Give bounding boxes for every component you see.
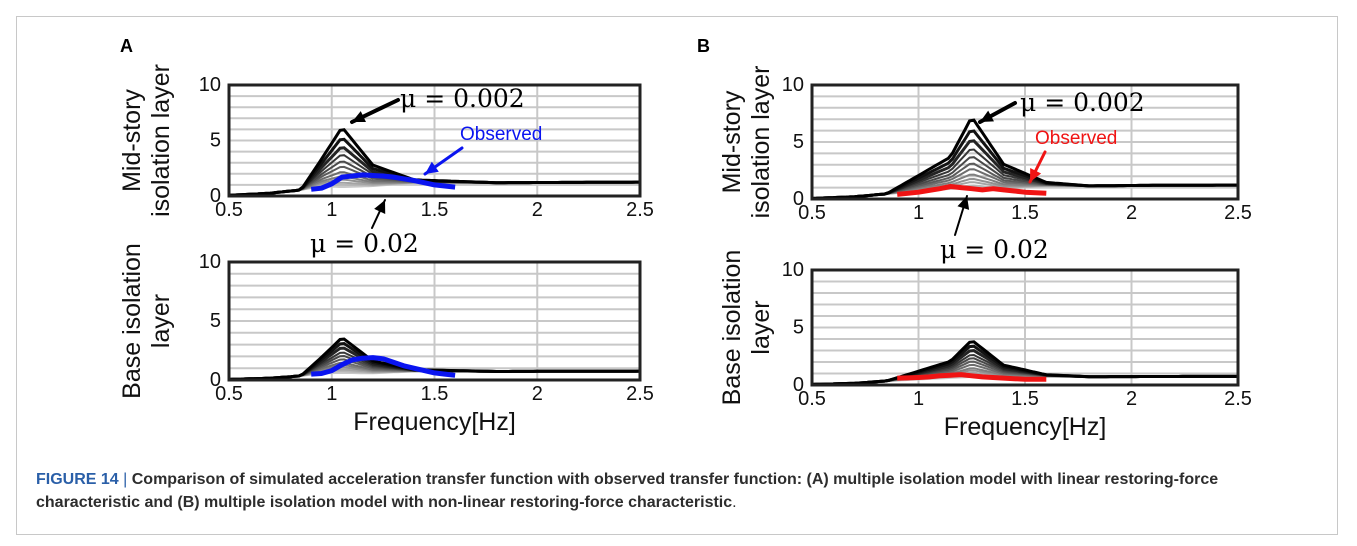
x-tick-label: 2	[532, 383, 543, 405]
y-axis-label-line: layer	[147, 294, 175, 348]
y-tick-label: 0	[793, 374, 804, 396]
y-axis-label-line: Mid-story	[118, 89, 146, 192]
simulated-curve	[228, 337, 641, 381]
arrow-mu-high-b	[978, 101, 1017, 124]
figure-frame	[16, 16, 1338, 535]
x-axis-label: Frequency[Hz]	[353, 408, 516, 436]
x-tick-label: 1	[913, 202, 924, 224]
arrow-observed-a	[423, 146, 464, 176]
x-tick-label: 2	[532, 199, 543, 221]
figure-caption: FIGURE 14 | Comparison of simulated acce…	[36, 468, 1326, 514]
y-axis-label-line: Base isolation	[718, 250, 746, 406]
y-tick-label: 0	[793, 188, 804, 210]
observed-curve	[310, 172, 456, 192]
arrow-observed-a-head	[425, 161, 439, 174]
y-tick-label: 0	[210, 185, 221, 207]
y-tick-label: 5	[793, 131, 804, 153]
y-axis-label: Base isolationlayer	[718, 250, 775, 406]
y-axis-label: Mid-storyisolation layer	[118, 64, 175, 217]
observed-label-a: Observed	[460, 124, 542, 145]
arrow-mu-high-a-head	[352, 111, 366, 123]
observed-curve	[311, 355, 456, 378]
caption-separator: |	[123, 471, 132, 488]
plot-A-mid: 0.5 1 1.5 2 2.5 0 5 10 Mid-storyisolation layer	[118, 64, 654, 221]
y-tick-label: 10	[199, 251, 221, 273]
plot-frame	[227, 260, 642, 382]
x-tick-label: 2.5	[626, 383, 654, 405]
arrow-mu-low-a	[371, 199, 386, 229]
x-tick-label: 1	[326, 383, 337, 405]
x-tick-label: 1.5	[1011, 202, 1039, 224]
x-tick-label: 0.5	[215, 199, 243, 221]
y-tick-label: 10	[199, 74, 221, 96]
plot-A-base: 0.5 1 1.5 2 2.5 0 5 10 Base isolationlayer Freque…	[118, 243, 654, 436]
mu-low-label-b: μ = 0.02	[940, 235, 1049, 264]
x-tick-label: 1.5	[421, 383, 449, 405]
mu-high-label-a: μ = 0.002	[400, 84, 525, 113]
y-tick-label: 10	[782, 259, 804, 281]
x-tick-label: 0.5	[798, 388, 826, 410]
plot-frame	[227, 83, 642, 198]
x-tick-label: 2	[1126, 388, 1137, 410]
observed-curve	[896, 184, 1047, 197]
plot-frame	[810, 83, 1240, 201]
arrow-mu-low-a-head	[374, 200, 386, 214]
y-axis-label-line: isolation layer	[147, 64, 175, 217]
mu-high-label-b: μ = 0.002	[1020, 88, 1145, 117]
y-axis-label-line: layer	[747, 300, 775, 354]
plot-B-base: 0.5 1 1.5 2 2.5 0 5 10 Base isolationlayer Freque…	[718, 250, 1252, 441]
x-tick-label: 2.5	[1224, 202, 1252, 224]
x-tick-label: 2	[1126, 202, 1137, 224]
x-axis-label: Frequency[Hz]	[944, 413, 1107, 441]
x-tick-label: 2.5	[1224, 388, 1252, 410]
arrow-observed-b	[1028, 150, 1047, 184]
y-tick-label: 10	[782, 74, 804, 96]
x-tick-label: 0.5	[798, 202, 826, 224]
caption-figure-label: FIGURE 14	[36, 471, 119, 488]
y-tick-label: 0	[210, 369, 221, 391]
panel-label-b: B	[697, 36, 710, 56]
arrow-mu-low-b	[954, 195, 970, 236]
y-axis-label-line: isolation layer	[747, 66, 775, 219]
y-tick-label: 5	[793, 317, 804, 339]
y-tick-label: 5	[210, 310, 221, 332]
arrow-mu-high-b-head	[980, 110, 994, 122]
x-tick-label: 0.5	[215, 383, 243, 405]
mu-low-label-a: μ = 0.02	[310, 229, 419, 258]
simulated-curve	[228, 128, 640, 197]
x-tick-label: 1.5	[1011, 388, 1039, 410]
arrow-mu-high-a	[350, 98, 400, 124]
x-tick-label: 2.5	[626, 199, 654, 221]
y-axis-label: Mid-storyisolation layer	[718, 66, 775, 219]
y-axis-label-line: Mid-story	[718, 90, 746, 193]
x-tick-label: 1.5	[421, 199, 449, 221]
observed-label-b: Observed	[1035, 128, 1117, 149]
observed-curve	[897, 372, 1047, 382]
x-tick-label: 1	[913, 388, 924, 410]
arrow-mu-low-b-head	[957, 196, 970, 210]
caption-text: Comparison of simulated acceleration tra…	[36, 471, 1219, 511]
panel-label-a: A	[120, 36, 133, 56]
y-axis-label-line: Base isolation	[118, 243, 146, 399]
plot-B-mid: 0.5 1 1.5 2 2.5 0 5 10 Mid-storyisolation layer	[718, 66, 1252, 224]
plot-frame	[810, 268, 1240, 387]
y-axis-label: Base isolationlayer	[118, 243, 175, 399]
simulated-curve	[811, 340, 1238, 386]
caption-end: .	[732, 494, 737, 511]
x-tick-label: 1	[326, 199, 337, 221]
y-tick-label: 5	[210, 130, 221, 152]
arrow-observed-b-head	[1030, 168, 1042, 182]
simulated-curve	[811, 118, 1238, 200]
